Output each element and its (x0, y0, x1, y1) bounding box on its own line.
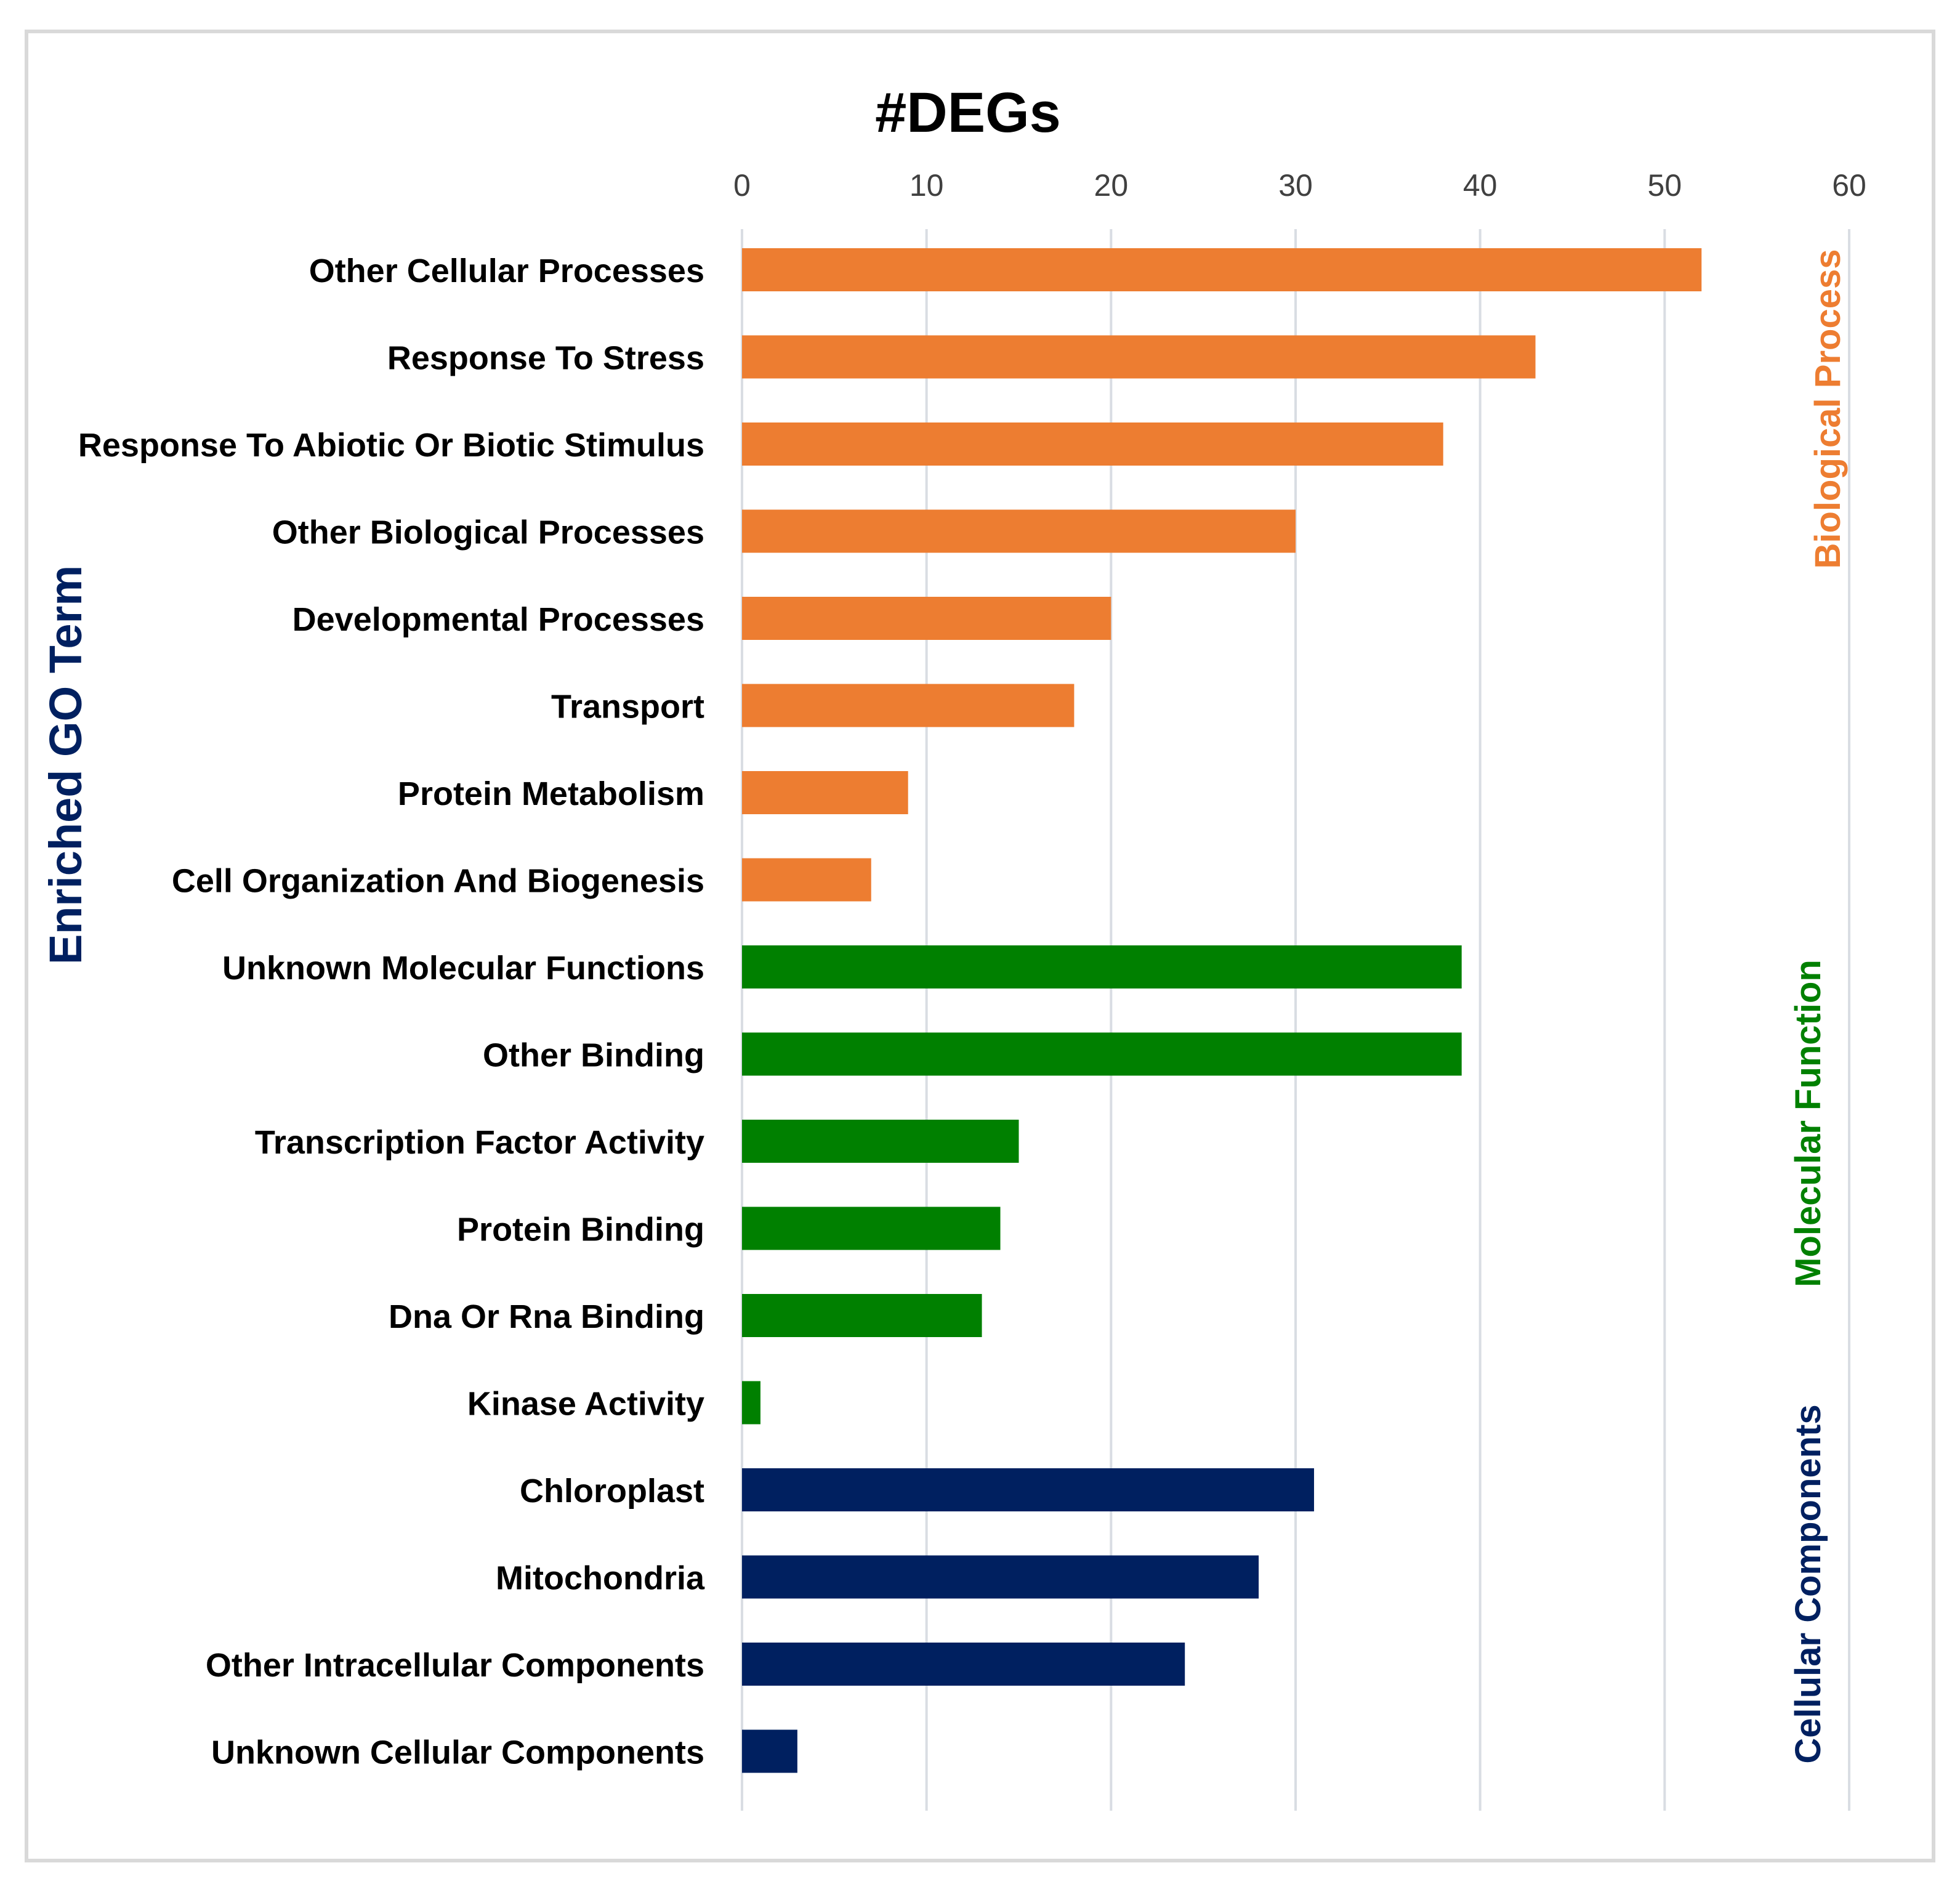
y-axis-label: Enriched GO Term (40, 565, 91, 964)
chart-title: #DEGs (875, 81, 1061, 144)
category-label: Transcription Factor Activity (255, 1124, 704, 1161)
category-label: Other Binding (483, 1037, 704, 1074)
bar (742, 335, 1536, 379)
bars (742, 248, 1702, 1773)
category-label: Other Biological Processes (272, 514, 704, 551)
x-tick-label: 0 (733, 168, 751, 203)
category-label: Response To Stress (387, 340, 704, 377)
category-label: Developmental Processes (292, 601, 704, 638)
category-label: Other Cellular Processes (309, 253, 704, 289)
x-tick-label: 10 (909, 168, 944, 203)
category-label: Transport (551, 689, 704, 726)
bar (742, 1207, 1001, 1250)
group-label-molecular-function: Molecular Function (1788, 960, 1828, 1287)
bar (742, 422, 1443, 466)
x-tick-label: 30 (1278, 168, 1313, 203)
category-label: Unknown Cellular Components (211, 1734, 704, 1771)
bar (742, 1555, 1259, 1599)
category-label: Dna Or Rna Binding (389, 1298, 704, 1335)
category-label: Protein Metabolism (398, 775, 704, 812)
category-label: Protein Binding (457, 1211, 704, 1248)
category-label: Response To Abiotic Or Biotic Stimulus (78, 427, 704, 464)
bar (742, 1468, 1314, 1511)
bar (742, 945, 1462, 988)
bar-chart: #DEGs 0 10 20 30 40 50 60 Other Cellular Proce… (40, 81, 1866, 1811)
category-label: Kinase Activity (467, 1386, 704, 1423)
group-label-biological-process: Biological Process (1808, 249, 1848, 569)
x-axis-ticks: 0 10 20 30 40 50 60 (733, 168, 1866, 203)
x-tick-label: 60 (1832, 168, 1866, 203)
bar (742, 858, 871, 902)
x-tick-label: 50 (1648, 168, 1682, 203)
category-label: Cell Organization And Biogenesis (172, 863, 704, 900)
bar (742, 1120, 1019, 1163)
category-label: Unknown Molecular Functions (222, 950, 704, 987)
bar (742, 248, 1702, 291)
bar (742, 597, 1111, 640)
group-label-cellular-components: Cellular Components (1788, 1404, 1828, 1763)
category-label: Other Intracellular Components (206, 1647, 704, 1684)
bar (742, 1294, 982, 1337)
chart-frame: #DEGs 0 10 20 30 40 50 60 Other Cellular Proce… (25, 30, 1935, 1862)
bar (742, 1381, 760, 1425)
x-tick-label: 40 (1463, 168, 1498, 203)
category-label: Chloroplast (520, 1473, 704, 1510)
gridlines (741, 229, 1850, 1811)
bar (742, 1729, 797, 1773)
bar (742, 684, 1075, 727)
group-labels: Biological Process Molecular Function Cell… (1788, 249, 1848, 1764)
x-tick-label: 20 (1094, 168, 1129, 203)
bar (742, 509, 1296, 553)
bar (742, 771, 908, 814)
bar (742, 1032, 1462, 1076)
category-label: Mitochondria (496, 1560, 705, 1597)
bar (742, 1643, 1185, 1686)
category-labels: Other Cellular Processes Response To Stre… (78, 253, 705, 1771)
